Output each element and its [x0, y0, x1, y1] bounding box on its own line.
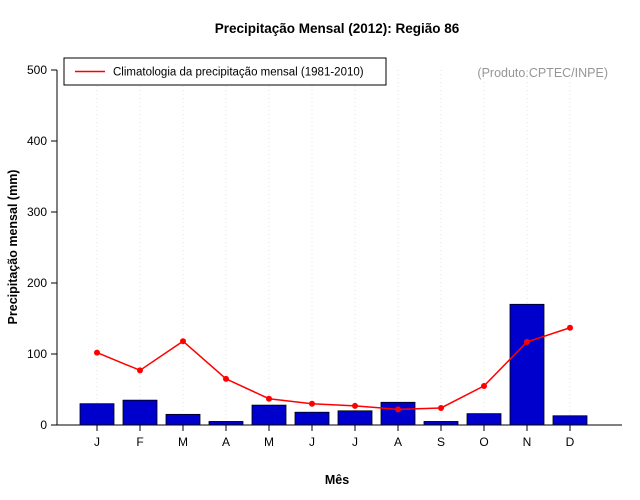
climatology-point [266, 395, 272, 402]
climatology-point [438, 404, 444, 411]
bar-M-3 [165, 413, 201, 426]
y-tick-label: 400 [27, 134, 47, 148]
y-tick-label: 0 [40, 418, 47, 432]
x-tick-label: M [178, 435, 188, 449]
x-tick-label: M [264, 435, 274, 449]
legend: Climatologia da precipitação mensal (198… [63, 57, 387, 86]
climatology-point [395, 406, 401, 413]
climatology-line [96, 327, 571, 411]
climatology-point [137, 367, 143, 374]
climatology-point [352, 402, 358, 409]
bar-A-4 [208, 421, 244, 426]
y-tick-label: 100 [27, 347, 47, 361]
x-tick-label: D [566, 435, 575, 449]
x-tick-label: O [479, 435, 488, 449]
x-tick-label: F [136, 435, 143, 449]
bar-N-11 [509, 303, 545, 426]
x-tick-label: A [222, 435, 230, 449]
x-tick-label: S [437, 435, 445, 449]
bar-O-10 [466, 413, 502, 426]
x-tick-label: J [94, 435, 100, 449]
legend-box [63, 57, 387, 86]
x-axis-label: Mês [325, 473, 349, 487]
bar-J-7 [337, 410, 373, 426]
bar-M-5 [251, 404, 287, 426]
x-tick-label: A [394, 435, 402, 449]
climatology-point [309, 400, 315, 407]
bar-J-1 [79, 403, 115, 426]
y-axis-label: Precipitação mensal (mm) [6, 170, 20, 325]
x-tick-label: J [309, 435, 315, 449]
chart-title: Precipitação Mensal (2012): Região 86 [215, 21, 460, 36]
bar-F-2 [122, 399, 158, 426]
climatology-point [481, 382, 487, 389]
climatology-point [180, 338, 186, 345]
climatology-point [567, 324, 573, 331]
climatology-point [223, 375, 229, 382]
climatology-point [524, 338, 530, 345]
bar-D-12 [552, 415, 588, 426]
x-tick-label: N [523, 435, 532, 449]
y-tick-label: 200 [27, 276, 47, 290]
y-tick-label: 500 [27, 63, 47, 77]
plot-area: 0 100 200 300 400 500 J F M A M J J A S O N D [27, 63, 622, 449]
producer-annotation: (Produto:CPTEC/INPE) [477, 66, 608, 80]
legend-label: Climatologia da precipitação mensal (198… [113, 67, 364, 79]
x-tick-label: J [352, 435, 358, 449]
climatology-point [94, 349, 100, 356]
y-tick-label: 300 [27, 205, 47, 219]
bar-A-8 [380, 401, 416, 426]
bar-S-9 [423, 421, 459, 426]
bar-J-6 [294, 411, 330, 426]
